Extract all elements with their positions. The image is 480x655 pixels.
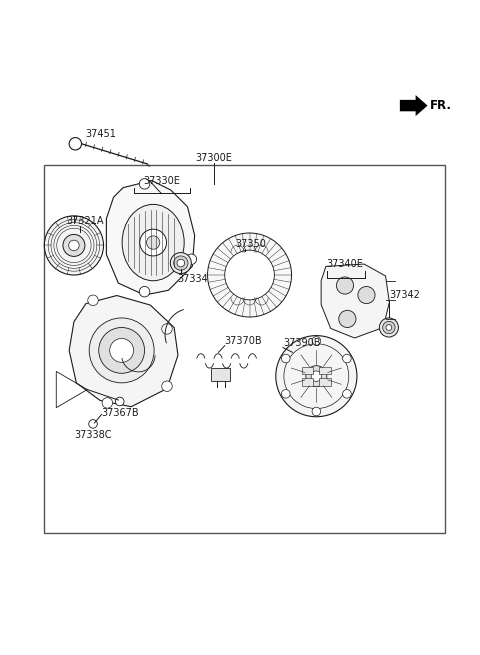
Circle shape: [358, 286, 375, 304]
Circle shape: [146, 236, 160, 250]
Circle shape: [116, 397, 124, 405]
Circle shape: [99, 328, 144, 373]
Circle shape: [140, 229, 167, 256]
Circle shape: [44, 216, 104, 275]
Circle shape: [343, 354, 351, 363]
Bar: [302, 367, 313, 374]
Circle shape: [343, 390, 351, 398]
Text: 37334: 37334: [177, 274, 208, 284]
Text: 37338C: 37338C: [74, 430, 112, 440]
Circle shape: [88, 295, 98, 305]
Circle shape: [139, 179, 150, 189]
Circle shape: [63, 234, 85, 256]
Circle shape: [383, 322, 395, 333]
Ellipse shape: [122, 204, 184, 281]
Circle shape: [386, 325, 392, 330]
Circle shape: [162, 324, 172, 334]
Polygon shape: [69, 295, 178, 407]
Text: 37321A: 37321A: [66, 216, 103, 227]
Circle shape: [276, 335, 357, 417]
Text: 37340E: 37340E: [326, 259, 363, 269]
Circle shape: [225, 250, 275, 300]
Circle shape: [306, 365, 327, 386]
Text: 37390B: 37390B: [283, 337, 321, 348]
Circle shape: [162, 381, 172, 392]
Circle shape: [110, 339, 133, 362]
Circle shape: [139, 286, 150, 297]
Circle shape: [170, 253, 192, 274]
Circle shape: [174, 256, 188, 271]
Circle shape: [207, 233, 291, 317]
Circle shape: [69, 138, 82, 150]
Bar: [319, 378, 331, 386]
Text: FR.: FR.: [430, 99, 452, 112]
Circle shape: [339, 310, 356, 328]
Bar: [211, 367, 230, 381]
Polygon shape: [400, 95, 428, 116]
Circle shape: [281, 390, 290, 398]
Circle shape: [89, 318, 154, 383]
Text: 37300E: 37300E: [195, 153, 232, 163]
Circle shape: [336, 277, 354, 294]
Polygon shape: [321, 264, 389, 338]
Text: 37350: 37350: [235, 239, 266, 249]
Text: 37342: 37342: [389, 290, 420, 300]
Polygon shape: [107, 181, 195, 295]
Circle shape: [177, 259, 185, 267]
Text: 37451: 37451: [85, 129, 116, 139]
Circle shape: [102, 398, 113, 408]
Circle shape: [312, 407, 321, 416]
Bar: [319, 367, 331, 374]
Bar: [44, 165, 445, 533]
Circle shape: [69, 240, 79, 251]
Circle shape: [186, 254, 197, 265]
Circle shape: [89, 420, 97, 428]
Text: 37367B: 37367B: [101, 407, 139, 418]
Text: 37330E: 37330E: [143, 176, 180, 186]
Circle shape: [311, 371, 322, 381]
Circle shape: [379, 318, 398, 337]
Circle shape: [312, 337, 321, 345]
Text: 37370B: 37370B: [225, 335, 263, 346]
Circle shape: [281, 354, 290, 363]
Bar: [302, 378, 313, 386]
